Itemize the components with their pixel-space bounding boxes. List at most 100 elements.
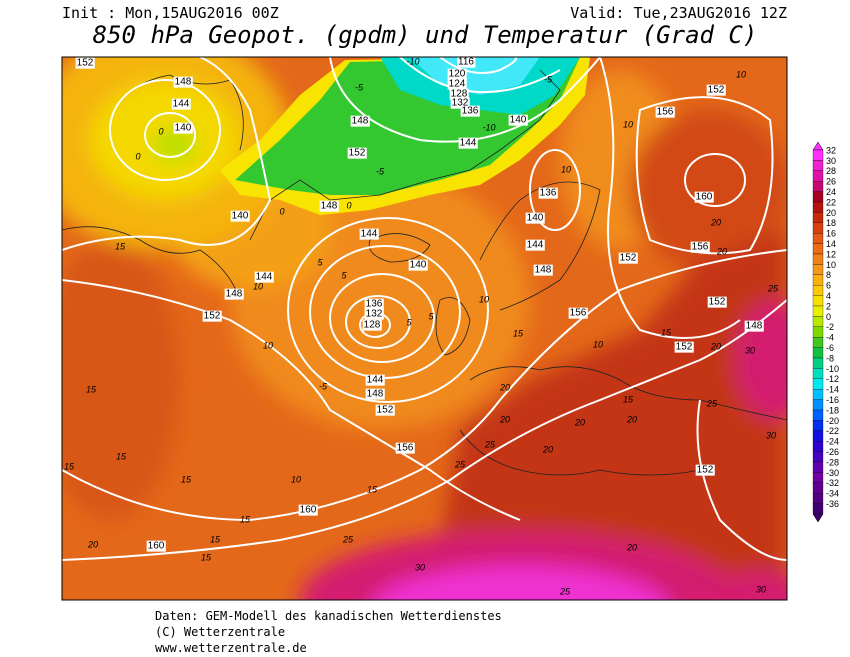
temperature-label: 15 [367,484,378,494]
colorbar-swatch [812,191,824,203]
colorbar-label: 14 [826,239,836,249]
geopotential-label: 124 [449,79,466,90]
colorbar-label: 22 [826,197,836,207]
colorbar-label: -2 [826,322,834,332]
geopotential-label: 152 [676,342,693,353]
geopotential-label: 152 [377,405,394,416]
geopotential-label: 136 [540,188,557,199]
temperature-label: 25 [767,283,779,293]
colorbar-swatch [812,149,824,161]
colorbar-swatch [812,201,824,213]
temperature-label: 15 [181,474,192,484]
contour [329,273,435,363]
geopotential-label: 128 [451,89,468,100]
colorbar-swatch [812,274,824,286]
colorbar-swatch [812,253,824,265]
coastline [435,297,471,356]
footer-copyright: (C) Wetterzentrale [155,625,285,639]
temperature-label: 5 [317,257,323,267]
contour [635,96,774,255]
label-background [655,106,675,118]
temperature-label: 0 [279,206,284,216]
colorbar-label: -20 [826,416,839,426]
temperature-label: 15 [623,394,634,404]
temperature-label: 20 [87,539,98,549]
geopotential-label: 152 [77,58,94,69]
coastline [479,181,601,311]
temperature-label: 20 [710,341,721,351]
label-background [408,259,428,271]
temperature-field [62,57,787,600]
label-background [707,296,727,308]
temperature-label: 20 [499,382,510,392]
geopotential-label: 156 [570,308,587,319]
temperature-label: 30 [415,562,425,572]
colorbar-swatch [812,295,824,307]
temperature-label: 25 [706,398,718,408]
field-patch [373,565,667,600]
temperature-label: 10 [561,164,571,174]
footer-url: www.wetterzentrale.de [155,641,307,655]
geopotential-label: 144 [256,272,273,283]
colorbar-swatch [812,243,824,255]
colorbar-label: 10 [826,260,836,270]
field-patch [710,570,787,600]
contour [62,279,521,521]
contour [399,57,561,94]
label-background [533,264,553,276]
contour [62,299,787,561]
colorbar-label: -18 [826,405,839,415]
colorbar-swatch [812,461,824,473]
contour [439,57,517,74]
colorbar-swatch [812,472,824,483]
geopotential-label: 148 [367,389,384,400]
temperature-label: 5 [406,317,412,327]
geopotential-label: 144 [460,138,477,149]
temperature-label: 30 [766,430,776,440]
geopotential-label: 140 [510,115,527,126]
geopotential-label: 144 [361,229,378,240]
colorbar-label: -10 [826,364,839,374]
colorbar-label: 20 [826,208,836,218]
temperature-label: 15 [115,241,126,251]
geopotential-label: 152 [620,253,637,264]
colorbar-label: -22 [826,426,839,436]
temperature-label: 15 [116,451,127,461]
temperature-label: -5 [319,381,328,391]
colorbar-label: -24 [826,437,839,447]
field-patch [430,230,787,600]
colorbar: 32302826242220181614121086420-2-4-6-8-10… [812,141,839,523]
temperature-label: 20 [710,217,721,227]
colorbar-label: -4 [826,333,834,343]
label-background [75,57,95,69]
label-background [173,122,193,134]
temperature-label: 10 [263,340,273,350]
temperature-label: 10 [291,474,301,484]
geopotential-label: 136 [366,299,383,310]
label-background [450,97,470,109]
contour [599,57,741,339]
geopotential-label: 140 [410,260,427,271]
label-background [706,84,726,96]
geopotential-label: 152 [709,297,726,308]
colorbar-swatch [812,368,824,379]
temperature-label: 20 [542,444,553,454]
colorbar-swatch [812,233,824,244]
temperature-label: 30 [745,345,755,355]
contour [62,57,272,251]
colorbar-label: -28 [826,457,839,467]
temperature-label: 20 [626,542,637,552]
geopotential-label: 156 [657,107,674,118]
contour [696,399,787,561]
contour [62,249,787,522]
geopotential-label: 120 [449,69,466,80]
colorbar-label: 26 [826,177,836,187]
geopotential-label: 152 [708,85,725,96]
colorbar-swatch [812,337,824,348]
colorbar-label: -26 [826,447,839,457]
colorbar-swatch [812,212,824,223]
geopotential-label: 148 [352,116,369,127]
colorbar-swatch [812,160,824,171]
label-background [690,241,710,253]
temperature-label: -5 [355,82,364,92]
